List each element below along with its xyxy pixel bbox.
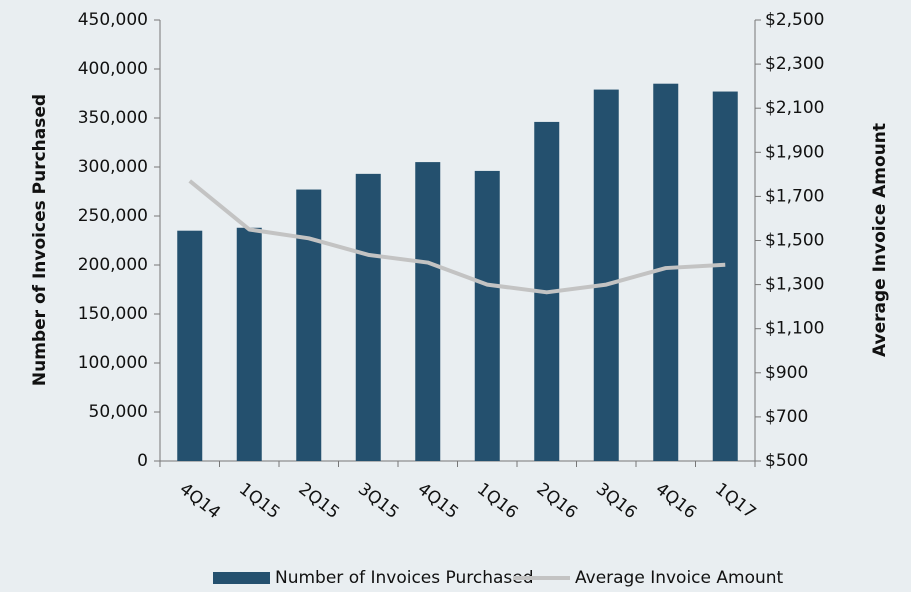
bar bbox=[236, 227, 262, 461]
legend-label: Average Invoice Amount bbox=[575, 568, 784, 588]
y-tick-label: 350,000 bbox=[78, 108, 148, 128]
x-tick-label: 1Q15 bbox=[235, 479, 283, 523]
y-tick-label: 0 bbox=[137, 451, 148, 471]
y-tick-label: 300,000 bbox=[78, 157, 148, 177]
y-tick-label: 50,000 bbox=[89, 402, 148, 422]
x-tick-label: 2Q15 bbox=[295, 479, 343, 523]
y2-tick-label: $1,500 bbox=[765, 231, 824, 251]
y-tick-label: 200,000 bbox=[78, 255, 148, 275]
bar bbox=[415, 162, 441, 461]
bar bbox=[593, 89, 619, 461]
x-tick-label: 1Q16 bbox=[473, 479, 521, 523]
bar bbox=[355, 173, 381, 462]
legend-label: Number of Invoices Purchased bbox=[275, 568, 534, 588]
y-tick-label: 400,000 bbox=[78, 59, 148, 79]
x-tick-label: 4Q15 bbox=[414, 479, 462, 523]
y2-tick-label: $900 bbox=[765, 363, 808, 383]
y2-tick-label: $1,300 bbox=[765, 275, 824, 295]
bar bbox=[712, 91, 738, 461]
y2-tick-label: $1,700 bbox=[765, 186, 824, 206]
bar bbox=[296, 189, 322, 462]
x-tick-label: 4Q16 bbox=[652, 479, 700, 523]
y2-axis-title: Average Invoice Amount bbox=[870, 123, 890, 357]
x-tick-label: 3Q16 bbox=[592, 479, 640, 523]
y2-tick-label: $700 bbox=[765, 407, 808, 427]
x-tick-label: 2Q16 bbox=[533, 479, 581, 523]
y-tick-label: 100,000 bbox=[78, 353, 148, 373]
x-tick-label: 3Q15 bbox=[354, 479, 402, 523]
y2-tick-label: $500 bbox=[765, 451, 808, 471]
x-tick-label: 1Q17 bbox=[711, 479, 759, 523]
x-tick-label: 4Q14 bbox=[176, 479, 224, 523]
y-tick-label: 150,000 bbox=[78, 304, 148, 324]
line bbox=[188, 179, 726, 295]
y-tick-label: 450,000 bbox=[78, 10, 148, 30]
legend-swatch bbox=[213, 572, 270, 584]
y2-tick-label: $2,500 bbox=[765, 10, 824, 30]
bar bbox=[474, 170, 500, 462]
y2-tick-label: $1,100 bbox=[765, 319, 824, 339]
y2-tick-label: $2,100 bbox=[765, 98, 824, 118]
y2-tick-label: $1,900 bbox=[765, 142, 824, 162]
y-tick-label: 250,000 bbox=[78, 206, 148, 226]
y-axis-title: Number of Invoices Purchased bbox=[30, 94, 50, 386]
y2-tick-label: $2,300 bbox=[765, 54, 824, 74]
bar bbox=[177, 230, 203, 461]
